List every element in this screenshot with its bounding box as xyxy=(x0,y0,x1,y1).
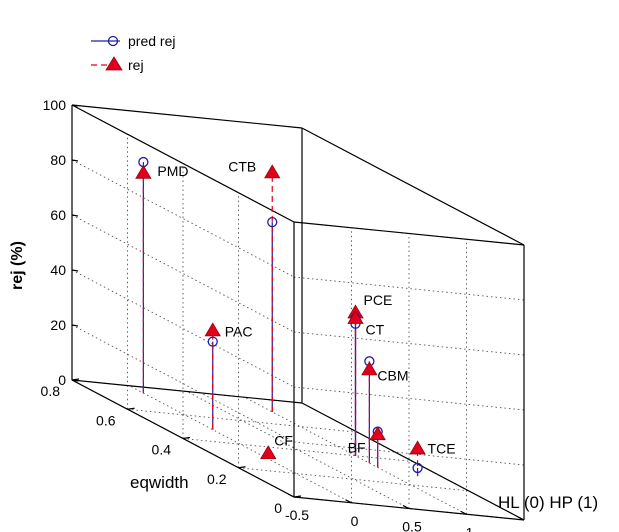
x-axis-label: HL (0) HP (1) xyxy=(498,493,598,512)
grid-line-floor-y1 xyxy=(238,467,469,492)
z-tick-label: 100 xyxy=(43,97,67,113)
z-tick-mark-4 xyxy=(71,159,79,162)
marker-rej-ct xyxy=(347,309,364,324)
point-label-ctb: CTB xyxy=(228,159,256,175)
y-tick-mark-4 xyxy=(71,378,80,381)
marker-rej-cbm xyxy=(361,361,378,376)
box-edge-6 xyxy=(301,127,525,246)
point-label-tce: TCE xyxy=(428,441,456,457)
y-tick-mark-1 xyxy=(238,466,246,469)
point-label-cbm: CBM xyxy=(377,368,408,384)
marker-rej-ctb xyxy=(264,164,281,179)
legend: pred rej rej xyxy=(91,33,175,73)
legend-marker-rej xyxy=(105,56,123,71)
z-tick-label: 80 xyxy=(50,152,66,168)
box-edge-4 xyxy=(71,104,303,129)
box-edge-2 xyxy=(301,402,525,521)
point-label-pce: PCE xyxy=(364,292,393,308)
x-tick-label: 0.5 xyxy=(402,519,422,532)
y-tick-label: 0.2 xyxy=(207,471,227,487)
y-tick-mark-3 xyxy=(127,407,135,410)
x-tick-mark-3 xyxy=(460,510,467,515)
point-label-cf: CF xyxy=(274,432,293,448)
box-edge-5 xyxy=(71,104,295,223)
grid-line-back-left-z3 xyxy=(71,214,295,333)
box-edge-0 xyxy=(71,379,303,404)
y-tick-label: 0 xyxy=(274,500,282,516)
x-tick-mark-2 xyxy=(402,504,410,510)
grid-line-back-left-z2 xyxy=(71,269,295,388)
z-tick-mark-5 xyxy=(71,104,79,107)
point-label-pmd: PMD xyxy=(157,163,188,179)
marker-pred-pac xyxy=(207,336,218,347)
x-tick-mark-1 xyxy=(345,499,352,504)
legend-label-pred-rej: pred rej xyxy=(128,33,175,49)
y-axis-label: eqwidth xyxy=(130,473,189,492)
grid-line-floor-y3 xyxy=(127,408,358,433)
grid-line-floor-x2 xyxy=(186,391,410,509)
box-edge-7 xyxy=(293,221,525,246)
point-label-pac: PAC xyxy=(225,324,253,340)
y-tick-label: 0.4 xyxy=(152,442,172,458)
grid-line-floor-x1 xyxy=(129,385,352,504)
grid-line-floor-x3 xyxy=(244,396,467,515)
z-tick-label: 60 xyxy=(50,207,66,223)
z-tick-mark-2 xyxy=(71,269,79,272)
x-tick-label: -0.5 xyxy=(285,507,309,523)
legend-label-rej: rej xyxy=(128,57,144,73)
z-tick-label: 0 xyxy=(58,372,66,388)
marker-rej-cf xyxy=(260,445,277,460)
z-tick-mark-1 xyxy=(71,324,79,327)
y-tick-label: 0.6 xyxy=(96,412,116,428)
point-label-bf: BF xyxy=(348,439,366,455)
grid-line-back-right-z3 xyxy=(293,331,525,356)
marker-rej-tce xyxy=(409,440,426,455)
marker-rej-bf xyxy=(369,426,386,441)
y-tick-label: 0.8 xyxy=(41,383,61,399)
z-axis-label: rej (%) xyxy=(9,241,26,290)
x-tick-mark-4 xyxy=(517,516,525,521)
x-tick-label: 1 xyxy=(466,524,474,532)
x-tick-label: 0 xyxy=(351,513,359,529)
marker-rej-pmd xyxy=(135,164,152,179)
y-tick-mark-0 xyxy=(293,495,302,498)
legend-marker-pred-rej xyxy=(107,35,119,47)
z-tick-label: 20 xyxy=(50,317,66,333)
point-label-ct: CT xyxy=(366,321,385,337)
y-tick-mark-2 xyxy=(182,436,191,440)
grid-line-floor-y2 xyxy=(182,438,414,462)
marker-pred-tce xyxy=(412,462,423,474)
marker-pred-ctb xyxy=(267,216,278,228)
z-tick-mark-3 xyxy=(71,214,79,217)
grid-line-back-left-z1 xyxy=(71,324,295,443)
x-tick-mark-0 xyxy=(287,493,295,498)
z-tick-label: 40 xyxy=(50,262,66,278)
x-tick-label: 1.5 xyxy=(517,530,537,532)
marker-rej-pac xyxy=(204,322,221,337)
grid-line-back-left-z4 xyxy=(71,159,295,278)
